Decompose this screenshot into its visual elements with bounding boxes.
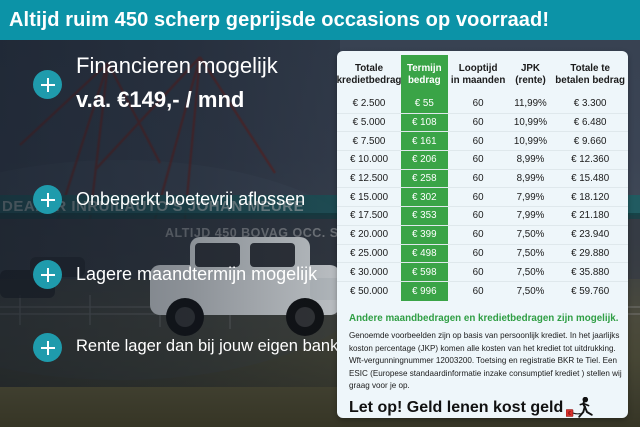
svg-text:€: € bbox=[568, 411, 571, 417]
